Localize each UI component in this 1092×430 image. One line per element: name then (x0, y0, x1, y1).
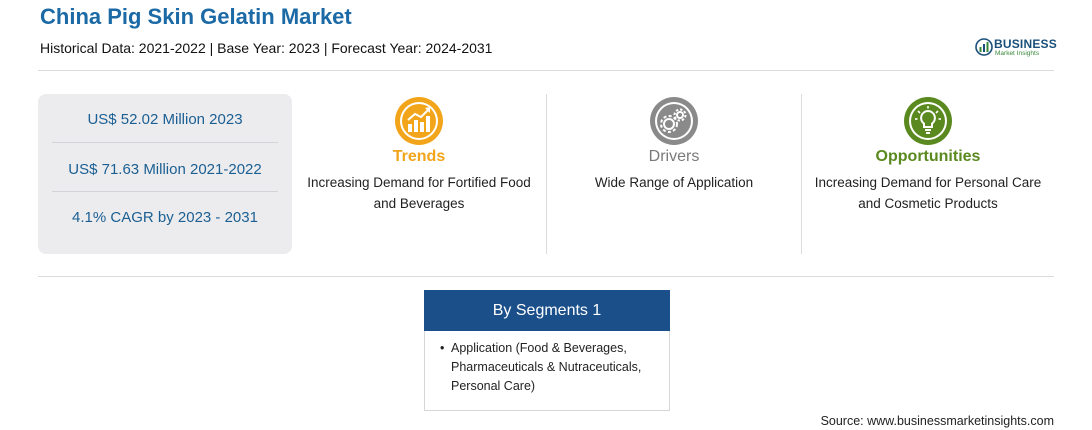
stat-market-value-historical: US$ 71.63 Million 2021-2022 (68, 161, 262, 178)
growth-chart-icon (395, 97, 443, 145)
segment-item: Application (Food & Beverages, Pharmaceu… (439, 339, 659, 396)
opportunities-card: Opportunities Increasing Demand for Pers… (803, 96, 1053, 214)
stat-divider (52, 191, 278, 192)
logo-wordmark: BUSINESS (994, 37, 1057, 51)
drivers-label: Drivers (648, 148, 700, 165)
header-divider (38, 70, 1054, 71)
column-divider (801, 94, 802, 254)
segments-list: Application (Food & Beverages, Pharmaceu… (439, 339, 659, 396)
drivers-card: Drivers Wide Range of Application (549, 96, 799, 193)
page-title: China Pig Skin Gelatin Market (40, 4, 352, 29)
stat-cagr: 4.1% CAGR by 2023 - 2031 (72, 209, 258, 226)
source-note: Source: www.businessmarketinsights.com (820, 414, 1054, 428)
segments-title: By Segments 1 (424, 290, 670, 331)
stat-divider (52, 142, 278, 143)
gears-icon (650, 97, 698, 145)
stat-market-value-2023: US$ 52.02 Million 2023 (87, 111, 243, 128)
segments-panel: By Segments 1 Application (Food & Bevera… (424, 290, 670, 411)
logo-tagline: Market Insights (995, 50, 1040, 57)
column-divider (546, 94, 547, 254)
trends-card: Trends Increasing Demand for Fortified F… (294, 96, 544, 214)
trends-label: Trends (392, 148, 446, 165)
globe-bars-icon (975, 38, 993, 56)
opportunities-label: Opportunities (875, 148, 981, 165)
lightbulb-icon (904, 97, 952, 145)
market-stats-panel: US$ 52.02 Million 2023 US$ 71.63 Million… (38, 94, 292, 254)
brand-logo: BUSINESS Market Insights (975, 36, 1059, 60)
trends-text: Increasing Demand for Fortified Food and… (307, 175, 531, 211)
section-divider (38, 276, 1054, 277)
page-subtitle: Historical Data: 2021-2022 | Base Year: … (40, 40, 493, 56)
opportunities-text: Increasing Demand for Personal Care and … (814, 175, 1042, 211)
drivers-text: Wide Range of Application (594, 175, 754, 190)
